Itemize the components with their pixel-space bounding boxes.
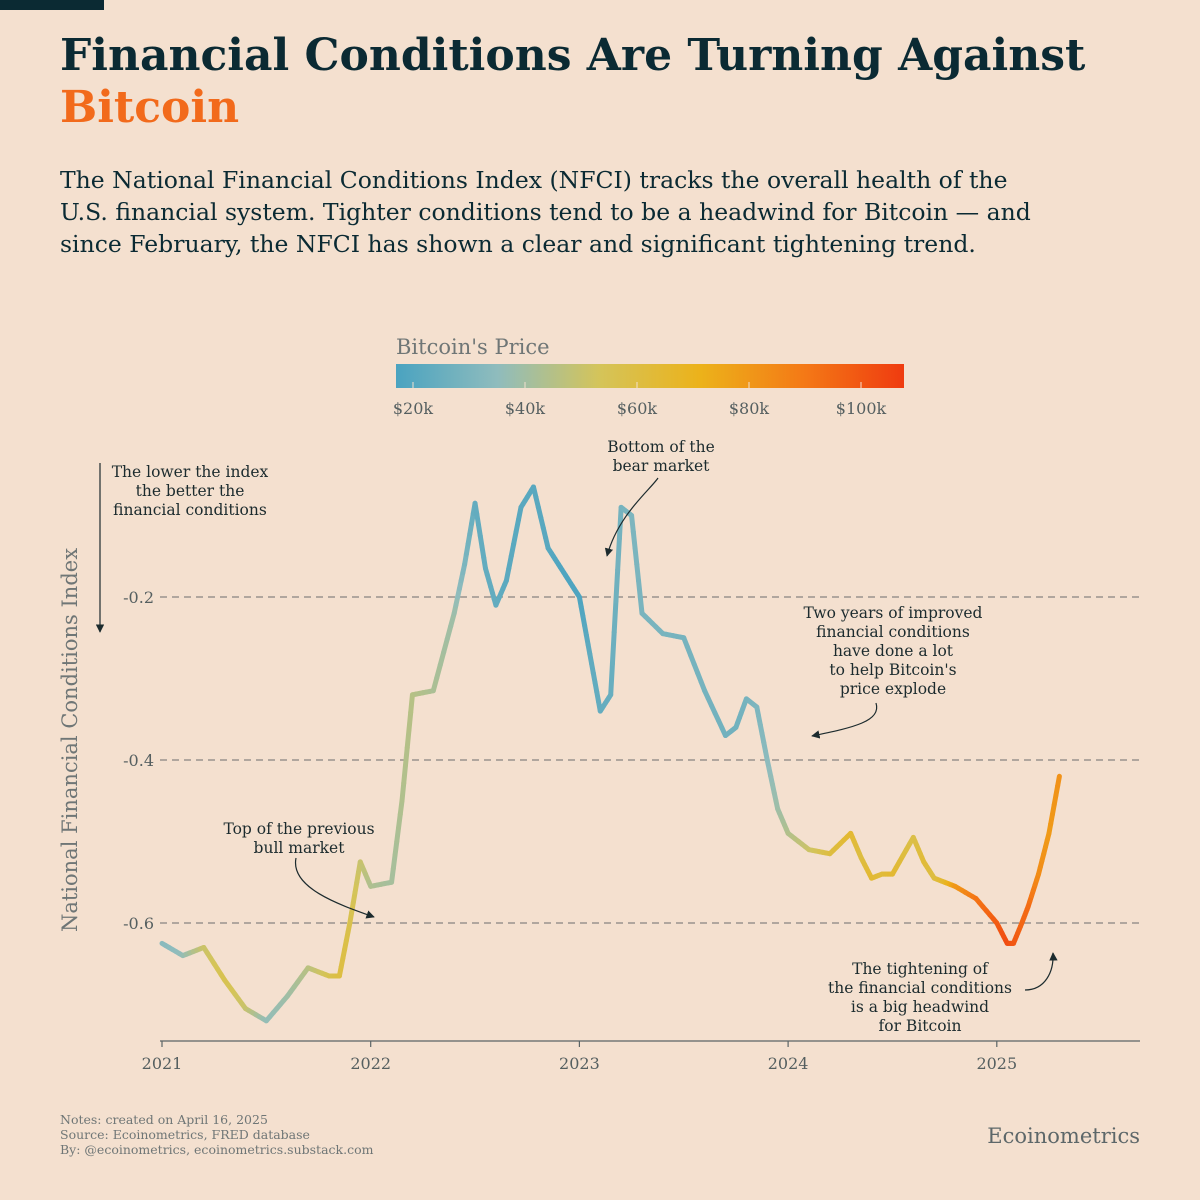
nfci-line-segment bbox=[609, 629, 617, 667]
tightening-annotation: The tightening of the financial condition… bbox=[828, 960, 1012, 1035]
notes-line: Notes: created on April 16, 2025 bbox=[60, 1112, 268, 1127]
annotation-line: is a big headwind bbox=[851, 998, 989, 1016]
nfci-line-segment bbox=[632, 545, 640, 567]
x-axis-ticks: 2021 2022 2023 2024 2025 bbox=[142, 1041, 1017, 1073]
y-tick-label: -0.6 bbox=[123, 914, 154, 933]
chart-title: Financial Conditions Are Turning Against… bbox=[60, 30, 1085, 134]
y-gridlines bbox=[160, 596, 1140, 924]
nfci-line-segment bbox=[636, 578, 643, 600]
tightening-arrow bbox=[1024, 952, 1058, 991]
nfci-line-segment bbox=[608, 661, 615, 698]
nfci-line-segment bbox=[629, 513, 636, 535]
color-scale-tick-label: $100k bbox=[836, 399, 887, 418]
notes-line: Source: Ecoinometrics, FRED database bbox=[60, 1127, 310, 1142]
x-tick-label: 2021 bbox=[142, 1054, 183, 1073]
title-line-1: Financial Conditions Are Turning Against bbox=[60, 30, 1086, 81]
nfci-line-segment bbox=[406, 709, 414, 733]
nfci-line-segment bbox=[401, 762, 408, 786]
annotation-line: financial conditions bbox=[816, 623, 970, 641]
nfci-line-segment bbox=[630, 529, 638, 551]
nfci-line-segment bbox=[399, 780, 407, 804]
color-scale-bar bbox=[396, 364, 904, 388]
y-tick-labels: -0.2 -0.4 -0.6 bbox=[123, 588, 154, 933]
x-tick-label: 2022 bbox=[350, 1054, 391, 1073]
improved-conditions-arrow bbox=[811, 702, 878, 739]
annotation-line: financial conditions bbox=[113, 501, 267, 519]
color-scale-title: Bitcoin's Price bbox=[396, 335, 550, 359]
annotation-line: the better the bbox=[136, 482, 245, 500]
color-scale-tick-label: $40k bbox=[505, 399, 546, 418]
bull-top-annotation: Top of the previous bull market bbox=[223, 820, 374, 857]
nfci-line-segment bbox=[637, 594, 645, 616]
nfci-line-segment bbox=[615, 536, 622, 573]
color-scale-tick-label: $20k bbox=[393, 399, 434, 418]
brand-name: Ecoinometrics bbox=[987, 1124, 1140, 1148]
annotation-line: Top of the previous bbox=[223, 820, 374, 838]
x-tick-label: 2025 bbox=[976, 1054, 1017, 1073]
nfci-line-segment bbox=[1055, 773, 1062, 789]
bear-bottom-annotation: Bottom of the bear market bbox=[607, 438, 715, 475]
y-axis-label: National Financial Conditions Index bbox=[58, 548, 82, 932]
nfci-line bbox=[159, 484, 1062, 1024]
top-accent-bar bbox=[0, 0, 104, 10]
color-scale-tick-label: $80k bbox=[729, 399, 770, 418]
index-direction-annotation: The lower the index the better the financi… bbox=[112, 463, 269, 519]
notes-line: By: @ecoinometrics, ecoinometrics.substa… bbox=[60, 1142, 374, 1157]
annotation-line: bear market bbox=[613, 457, 711, 475]
annotation-line: The tightening of bbox=[852, 960, 989, 978]
chart-description: The National Financial Conditions Index … bbox=[60, 166, 1031, 258]
annotation-line: Two years of improved bbox=[804, 604, 983, 622]
bull-top-arrow bbox=[295, 857, 375, 919]
annotation-line: Bottom of the bbox=[607, 438, 715, 456]
color-scale-tick-label: $60k bbox=[617, 399, 658, 418]
x-tick-label: 2023 bbox=[559, 1054, 600, 1073]
annotation-line: to help Bitcoin's bbox=[829, 661, 956, 679]
chart-notes: Notes: created on April 16, 2025 Source:… bbox=[60, 1112, 373, 1157]
nfci-line-segment bbox=[634, 561, 642, 584]
color-scale-ticks: $20k $40k $60k $80k $100k bbox=[393, 382, 887, 418]
annotation-line: the financial conditions bbox=[828, 979, 1012, 997]
annotation-line: bull market bbox=[254, 839, 346, 857]
annotation-line: for Bitcoin bbox=[879, 1017, 962, 1035]
annotation-line: price explode bbox=[840, 680, 946, 698]
nfci-line-segment bbox=[613, 567, 621, 604]
nfci-line-segment bbox=[616, 504, 624, 542]
annotation-line: The lower the index bbox=[112, 463, 269, 481]
y-tick-label: -0.4 bbox=[123, 751, 154, 770]
annotations: The lower the index the better the financi… bbox=[112, 438, 1012, 1035]
nfci-line-segment bbox=[402, 745, 410, 768]
nfci-line-segment bbox=[408, 692, 415, 715]
y-tick-label: -0.2 bbox=[123, 588, 154, 607]
bear-bottom-arrow bbox=[604, 477, 659, 557]
nfci-line-segment bbox=[611, 598, 619, 635]
nfci-line-segment bbox=[404, 727, 412, 751]
title-line-2: Bitcoin bbox=[60, 82, 240, 133]
improved-conditions-annotation: Two years of improved financial condition… bbox=[804, 604, 983, 698]
annotation-line: have done a lot bbox=[833, 642, 954, 660]
x-tick-label: 2024 bbox=[768, 1054, 809, 1073]
